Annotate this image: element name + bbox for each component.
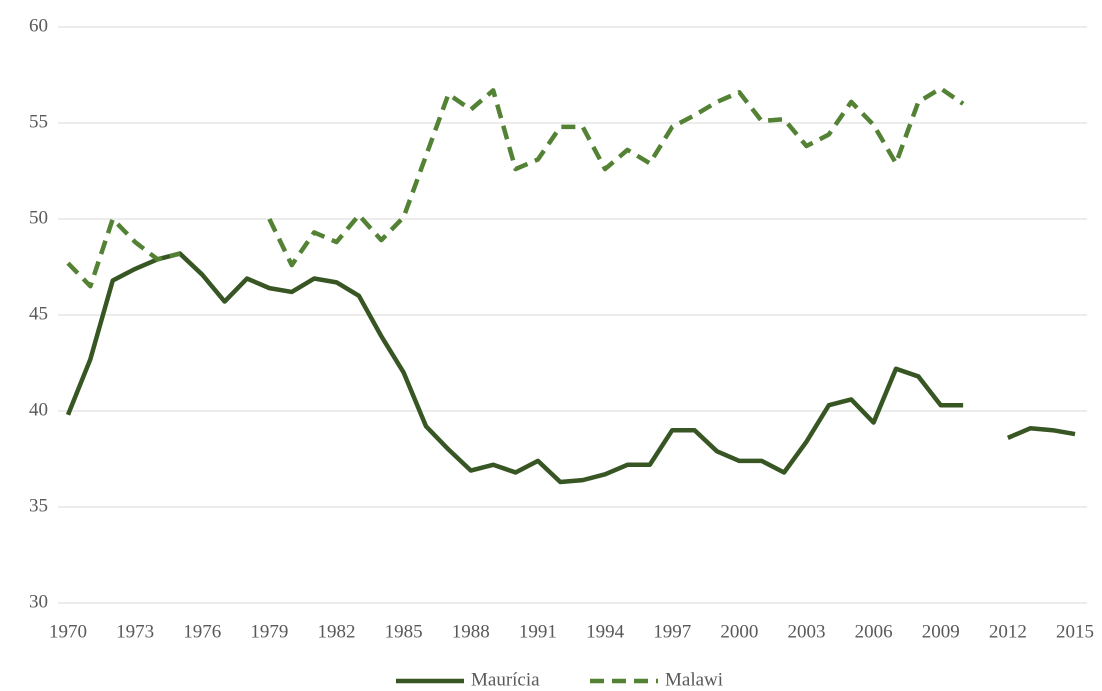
legend-label: Maurícia: [471, 669, 540, 690]
y-tick-label: 50: [29, 207, 48, 228]
x-tick-label: 2009: [922, 621, 960, 642]
x-tick-label: 1985: [385, 621, 423, 642]
series-line: [66, 86, 965, 289]
x-tick-label: 2006: [855, 621, 893, 642]
x-tick-label: 1994: [586, 621, 625, 642]
series-line: [65, 251, 1076, 485]
x-tick-label: 1997: [653, 621, 691, 642]
x-tick-label: 1970: [49, 621, 87, 642]
x-tick-label: 1982: [318, 621, 356, 642]
y-tick-label: 60: [29, 15, 48, 36]
x-tick-label: 2012: [989, 621, 1027, 642]
y-tick-label: 55: [29, 111, 48, 132]
y-tick-label: 45: [29, 303, 48, 324]
x-tick-label: 1979: [250, 621, 288, 642]
x-tick-label: 1973: [116, 621, 154, 642]
x-tick-label: 1991: [519, 621, 557, 642]
x-tick-label: 2003: [787, 621, 825, 642]
x-tick-label: 1988: [452, 621, 490, 642]
x-tick-label: 2000: [720, 621, 758, 642]
legend-label: Malawi: [665, 669, 723, 690]
y-tick-label: 30: [29, 591, 48, 612]
y-tick-label: 35: [29, 495, 48, 516]
x-tick-label: 2015: [1056, 621, 1094, 642]
y-tick-label: 40: [29, 399, 48, 420]
x-tick-label: 1976: [183, 621, 221, 642]
